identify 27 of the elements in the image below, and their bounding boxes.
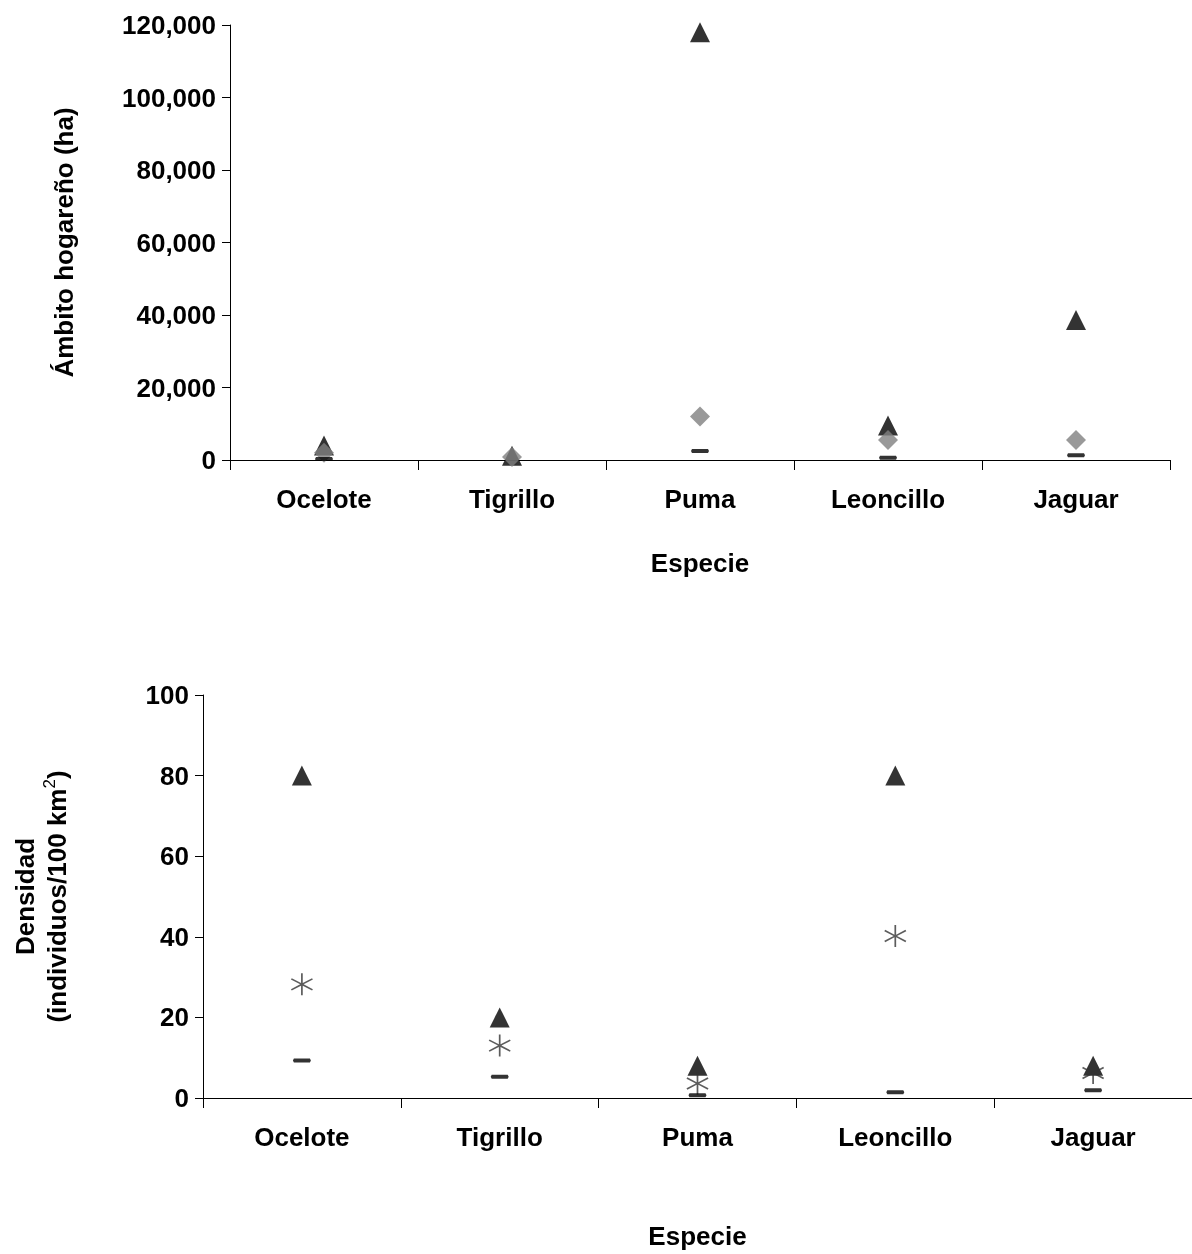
y-tick-label: 100,000 xyxy=(122,82,216,113)
y-tick-label: 120,000 xyxy=(122,10,216,40)
x-tick-label: Tigrillo xyxy=(456,1122,543,1152)
x-tick-label: Leoncillo xyxy=(830,484,946,514)
x-tick-label: Leoncillo xyxy=(838,1122,953,1152)
x-axis-title: Especie xyxy=(650,548,750,578)
x-tick-label: Ocelote xyxy=(276,484,372,514)
y-tick-label: 80 xyxy=(160,760,189,791)
y-tick-label: 60,000 xyxy=(136,227,216,258)
y-tick-label: 40,000 xyxy=(136,300,216,330)
x-tick-label: Jaguar xyxy=(1050,1122,1136,1152)
x-tick-label: Puma xyxy=(664,484,736,514)
y-tick-label: 40 xyxy=(160,921,189,952)
y-tick-label: 80,000 xyxy=(136,155,216,185)
y-axis-title: Ámbito hogareño (ha) xyxy=(49,107,79,378)
x-tick-label: Jaguar xyxy=(1033,484,1119,514)
y-tick-label: 100 xyxy=(145,680,189,710)
y-tick-label: 20 xyxy=(160,1002,189,1033)
x-tick-label: Ocelote xyxy=(254,1122,350,1152)
y-tick-label: 20,000 xyxy=(136,372,216,403)
y-tick-label: 0 xyxy=(174,1083,189,1113)
y-tick-label: 0 xyxy=(201,445,216,475)
x-tick-label: Puma xyxy=(662,1122,734,1152)
x-axis-title: Especie xyxy=(648,1221,747,1251)
x-tick-label: Tigrillo xyxy=(468,484,556,514)
y-tick-label: 60 xyxy=(160,841,189,872)
y-axis-title: Densidad (individuos/100 km2) xyxy=(10,770,72,1023)
